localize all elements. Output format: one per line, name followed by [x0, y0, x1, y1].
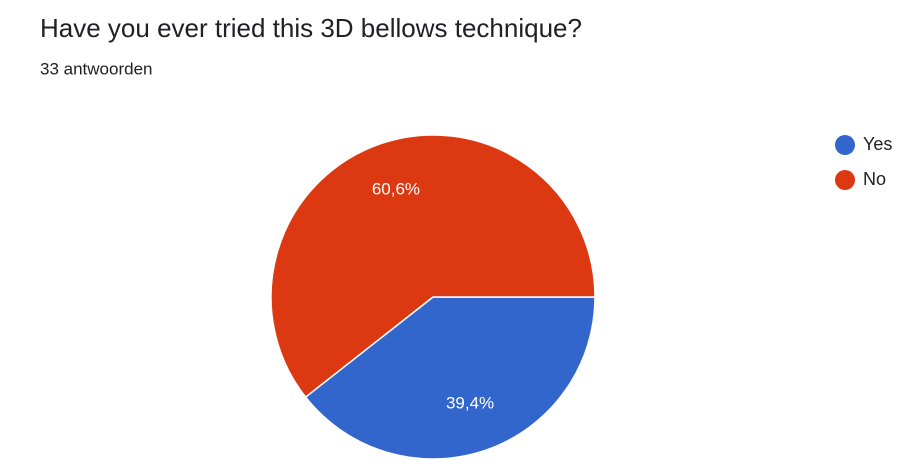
chart-title: Have you ever tried this 3D bellows tech… — [40, 13, 582, 43]
chart-subtitle: 33 antwoorden — [40, 59, 152, 78]
data-label: 39,4% — [446, 394, 494, 413]
legend-label: No — [863, 169, 886, 189]
legend-label: Yes — [863, 134, 892, 154]
pie-slice — [304, 296, 596, 460]
legend-marker — [835, 170, 855, 190]
data-label: 60,6% — [372, 179, 420, 198]
legend-marker — [835, 135, 855, 155]
pie-slice — [270, 134, 596, 399]
